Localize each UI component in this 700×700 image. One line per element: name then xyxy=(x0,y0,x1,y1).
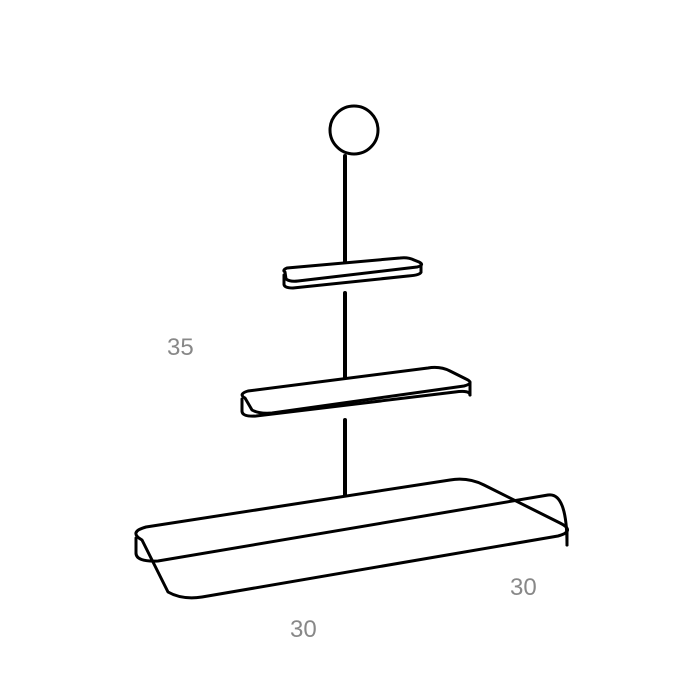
dimension-label-height: 35 xyxy=(167,334,194,361)
tier-2 xyxy=(242,367,470,416)
dimension-label-depth: 30 xyxy=(510,574,537,601)
dimension-label-width: 30 xyxy=(290,616,317,643)
tier-3 xyxy=(136,479,568,598)
ring-handle xyxy=(330,106,378,154)
tiered-stand-diagram: 35 30 30 xyxy=(0,0,700,700)
tier-1 xyxy=(284,258,422,288)
